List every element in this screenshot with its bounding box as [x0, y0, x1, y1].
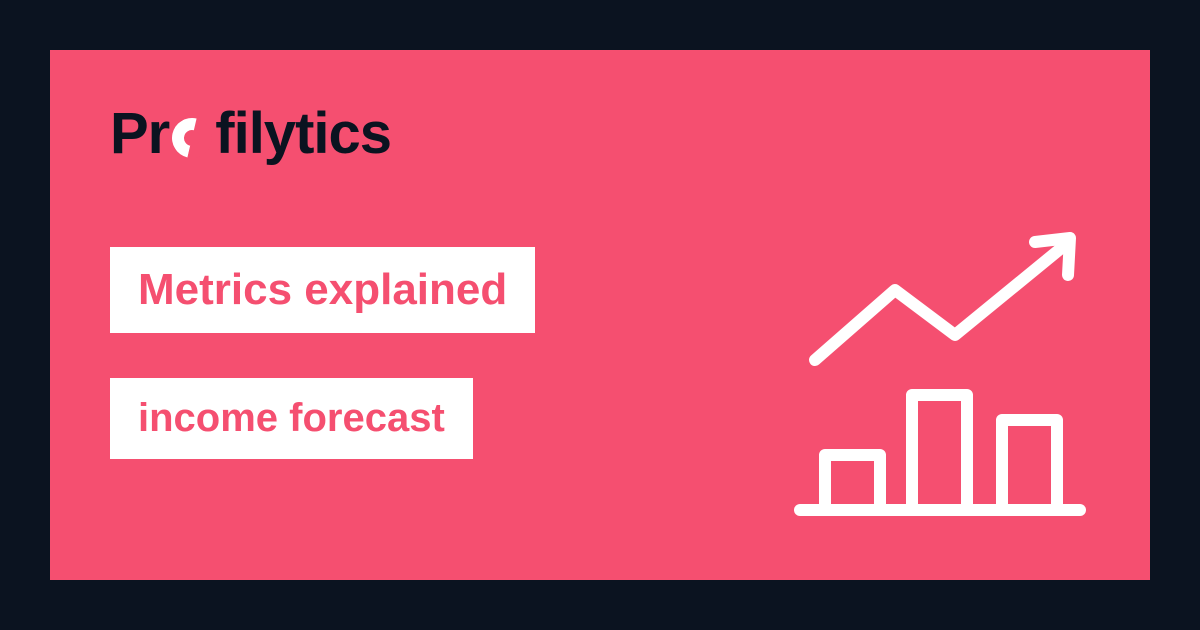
primary-title: Metrics explained	[138, 265, 507, 314]
promo-card: Pr filytics Metrics explained income for…	[50, 50, 1150, 580]
logo-prefix: Pr	[110, 100, 169, 167]
logo-suffix: filytics	[215, 100, 391, 167]
secondary-title: income forecast	[138, 396, 445, 440]
logo-o-ring-icon	[165, 110, 220, 165]
growth-chart-icon	[780, 220, 1100, 540]
secondary-title-box: income forecast	[110, 378, 473, 459]
primary-title-box: Metrics explained	[110, 247, 535, 333]
brand-logo: Pr filytics	[110, 100, 1090, 167]
logo-wordmark: Pr filytics	[110, 100, 391, 167]
